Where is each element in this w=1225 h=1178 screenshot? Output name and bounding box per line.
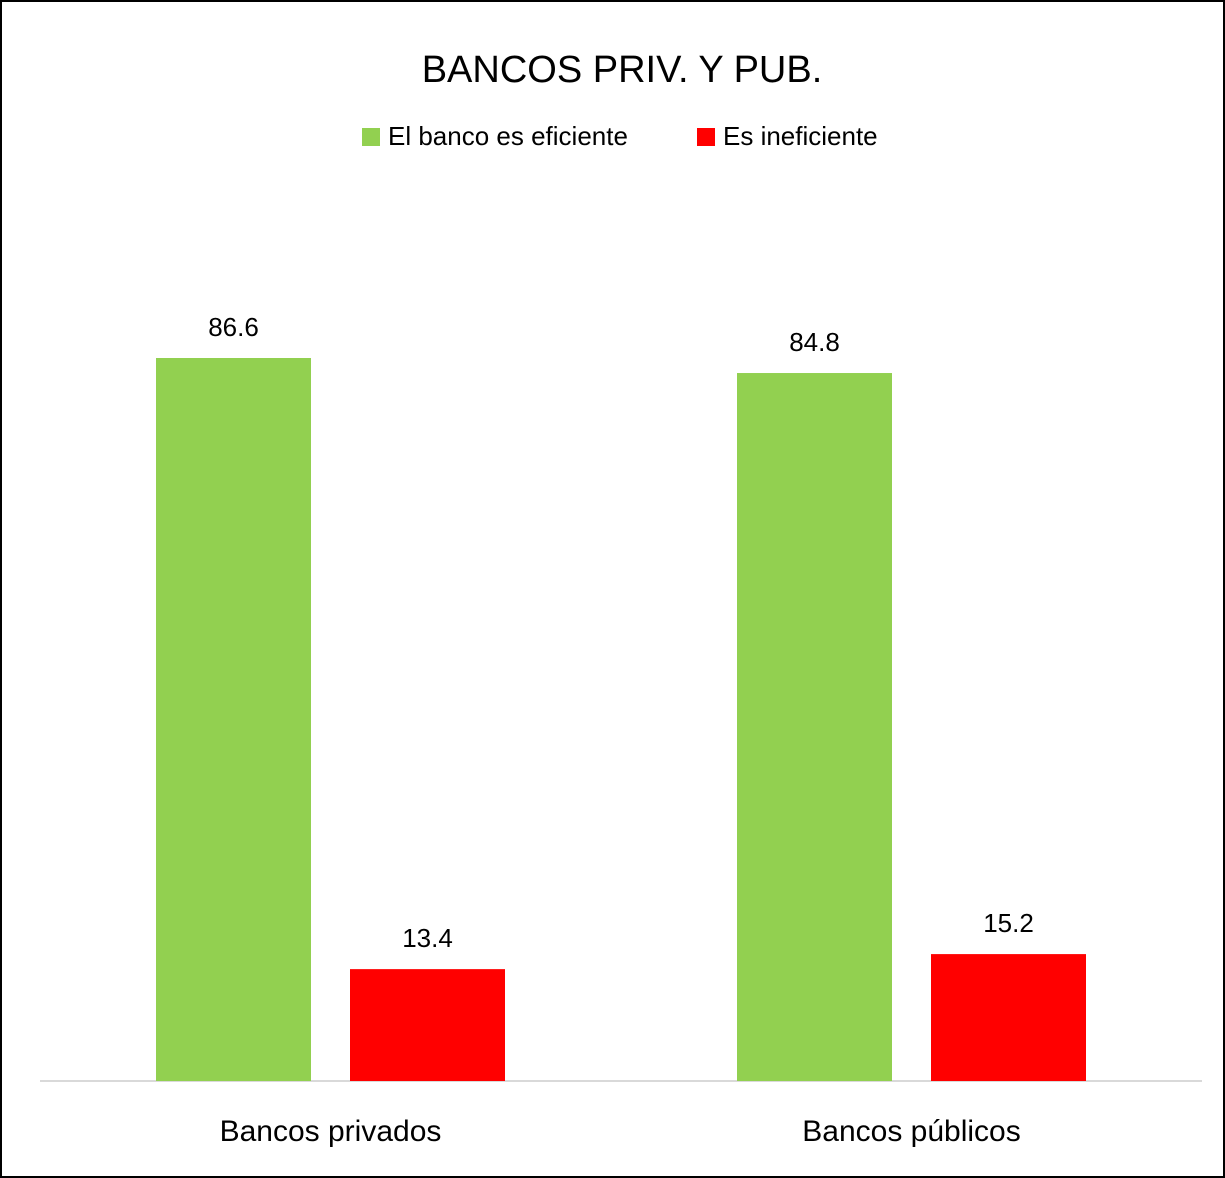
legend-swatch <box>697 128 715 146</box>
x-tick-label: Bancos públicos <box>802 1115 1020 1148</box>
data-label: 86.6 <box>208 312 259 342</box>
bar <box>931 954 1086 1081</box>
bar <box>350 969 505 1081</box>
x-tick-label: Bancos privados <box>220 1115 442 1148</box>
bar <box>737 373 892 1081</box>
legend-swatch <box>362 128 380 146</box>
legend-label: Es ineficiente <box>723 121 878 151</box>
bar <box>156 358 311 1081</box>
legend-label: El banco es eficiente <box>388 121 628 151</box>
data-label: 15.2 <box>983 908 1034 938</box>
data-label: 84.8 <box>789 327 840 357</box>
chart-title: BANCOS PRIV. Y PUB. <box>422 49 823 91</box>
data-label: 13.4 <box>402 923 453 953</box>
